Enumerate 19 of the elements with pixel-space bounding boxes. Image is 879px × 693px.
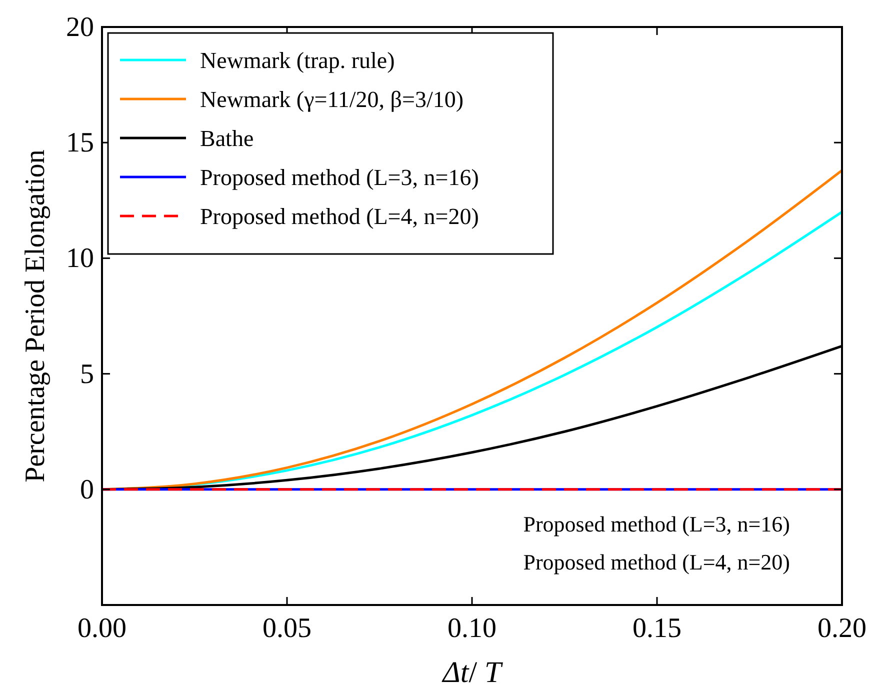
legend-label: Bathe xyxy=(200,126,254,151)
x-tick-label: 0.15 xyxy=(632,613,682,644)
y-tick-label: 20 xyxy=(66,12,94,43)
legend-label: Proposed method (L=3, n=16) xyxy=(200,165,479,190)
legend-label: Newmark (trap. rule) xyxy=(200,48,395,73)
y-tick-label: 0 xyxy=(80,474,94,506)
x-axis-title: Δt/ T xyxy=(442,656,504,689)
x-tick-label: 0.10 xyxy=(448,613,496,644)
legend-label: Proposed method (L=4, n=20) xyxy=(200,204,479,229)
x-tick-label: 0.00 xyxy=(78,613,126,644)
annotation: Proposed method (L=3, n=16) xyxy=(523,511,790,536)
x-tick-label: 0.05 xyxy=(262,613,312,644)
annotation: Proposed method (L=4, n=20) xyxy=(523,549,790,574)
y-tick-label: 10 xyxy=(66,243,94,274)
y-tick-label: 15 xyxy=(66,128,94,159)
y-axis-title: Percentage Period Elongation xyxy=(20,150,51,482)
x-tick-label: 0.20 xyxy=(818,613,866,644)
y-tick-label: 5 xyxy=(80,358,94,390)
legend-label: Newmark (γ=11/20, β=3/10) xyxy=(200,87,464,112)
